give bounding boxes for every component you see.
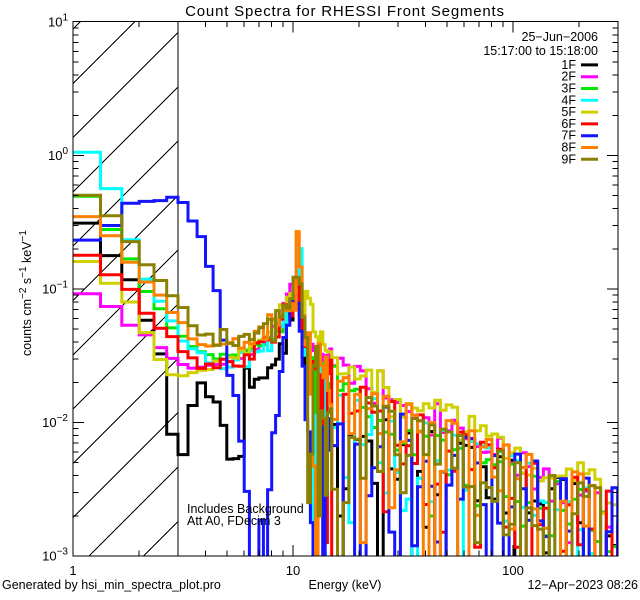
svg-text:12−Apr−2023 08:26: 12−Apr−2023 08:26 [527,578,638,592]
svg-text:7F: 7F [561,129,576,143]
svg-text:5F: 5F [561,105,576,119]
svg-text:9F: 9F [561,152,576,166]
svg-text:6F: 6F [561,117,576,131]
svg-text:100: 100 [502,563,524,578]
svg-text:Includes Background: Includes Background [187,502,304,516]
svg-text:1: 1 [69,563,76,578]
svg-text:8F: 8F [561,141,576,155]
svg-text:4F: 4F [561,93,576,107]
svg-text:Energy (keV): Energy (keV) [309,578,382,592]
svg-text:2F: 2F [561,70,576,84]
svg-text:25−Jun−2006: 25−Jun−2006 [522,30,599,44]
svg-text:15:17:00 to 15:18:00: 15:17:00 to 15:18:00 [483,44,598,58]
svg-text:10: 10 [286,563,300,578]
svg-text:Generated by hsi_min_spectra_p: Generated by hsi_min_spectra_plot.pro [2,578,221,592]
svg-text:counts cm−2 s−1 keV−1: counts cm−2 s−1 keV−1 [18,230,34,356]
svg-text:Count Spectra for RHESSI Front: Count Spectra for RHESSI Front Segments [185,3,505,20]
svg-text:3F: 3F [561,82,576,96]
svg-text:1F: 1F [561,58,576,72]
svg-text:Att A0, FDecim 3: Att A0, FDecim 3 [187,514,281,528]
